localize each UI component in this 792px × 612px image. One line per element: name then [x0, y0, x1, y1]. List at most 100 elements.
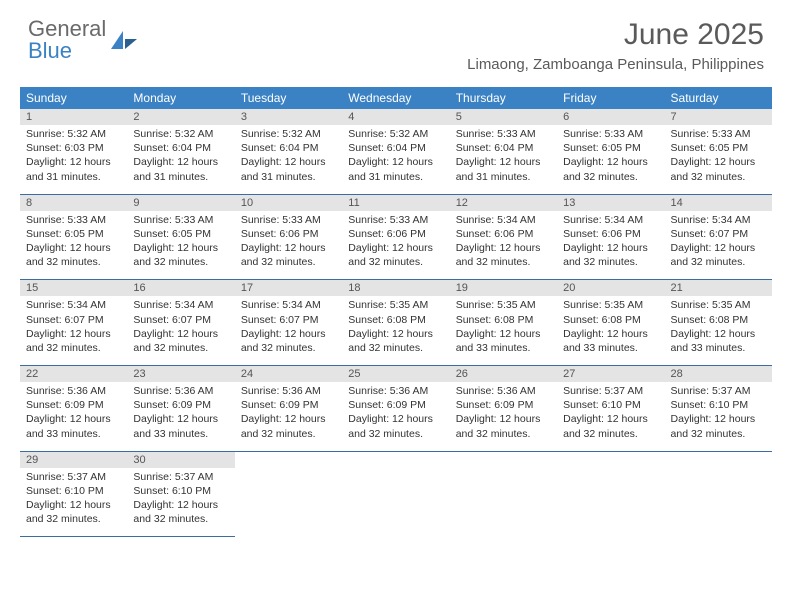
day-details: Sunrise: 5:34 AMSunset: 6:07 PMDaylight:… — [665, 211, 772, 280]
day-number: 6 — [557, 109, 664, 125]
calendar-cell: 20Sunrise: 5:35 AMSunset: 6:08 PMDayligh… — [557, 280, 664, 366]
calendar-week-row: 29Sunrise: 5:37 AMSunset: 6:10 PMDayligh… — [20, 451, 772, 537]
calendar-cell: 9Sunrise: 5:33 AMSunset: 6:05 PMDaylight… — [127, 194, 234, 280]
day-number: 18 — [342, 280, 449, 296]
day-details: Sunrise: 5:37 AMSunset: 6:10 PMDaylight:… — [665, 382, 772, 451]
calendar-cell: 12Sunrise: 5:34 AMSunset: 6:06 PMDayligh… — [450, 194, 557, 280]
day-number: 19 — [450, 280, 557, 296]
calendar-cell: 22Sunrise: 5:36 AMSunset: 6:09 PMDayligh… — [20, 366, 127, 452]
day-number: 24 — [235, 366, 342, 382]
logo-text-2: Blue — [28, 38, 72, 63]
day-number: 15 — [20, 280, 127, 296]
calendar-cell: 5Sunrise: 5:33 AMSunset: 6:04 PMDaylight… — [450, 109, 557, 194]
day-details: Sunrise: 5:34 AMSunset: 6:06 PMDaylight:… — [450, 211, 557, 280]
day-number: 21 — [665, 280, 772, 296]
day-details: Sunrise: 5:36 AMSunset: 6:09 PMDaylight:… — [127, 382, 234, 451]
day-details: Sunrise: 5:32 AMSunset: 6:04 PMDaylight:… — [127, 125, 234, 194]
day-details: Sunrise: 5:37 AMSunset: 6:10 PMDaylight:… — [127, 468, 234, 537]
day-details: Sunrise: 5:34 AMSunset: 6:07 PMDaylight:… — [127, 296, 234, 365]
day-details: Sunrise: 5:35 AMSunset: 6:08 PMDaylight:… — [557, 296, 664, 365]
calendar-week-row: 1Sunrise: 5:32 AMSunset: 6:03 PMDaylight… — [20, 109, 772, 194]
weekday-header: Monday — [127, 87, 234, 109]
calendar-cell: 2Sunrise: 5:32 AMSunset: 6:04 PMDaylight… — [127, 109, 234, 194]
calendar-cell: 16Sunrise: 5:34 AMSunset: 6:07 PMDayligh… — [127, 280, 234, 366]
day-number: 30 — [127, 452, 234, 468]
calendar-table: SundayMondayTuesdayWednesdayThursdayFrid… — [20, 87, 772, 537]
calendar-cell: 24Sunrise: 5:36 AMSunset: 6:09 PMDayligh… — [235, 366, 342, 452]
day-number: 13 — [557, 195, 664, 211]
day-number: 27 — [557, 366, 664, 382]
calendar-cell: 3Sunrise: 5:32 AMSunset: 6:04 PMDaylight… — [235, 109, 342, 194]
calendar-cell: 19Sunrise: 5:35 AMSunset: 6:08 PMDayligh… — [450, 280, 557, 366]
calendar-cell: 1Sunrise: 5:32 AMSunset: 6:03 PMDaylight… — [20, 109, 127, 194]
weekday-header: Friday — [557, 87, 664, 109]
calendar-cell: 26Sunrise: 5:36 AMSunset: 6:09 PMDayligh… — [450, 366, 557, 452]
location: Limaong, Zamboanga Peninsula, Philippine… — [467, 56, 764, 73]
day-number: 16 — [127, 280, 234, 296]
day-number: 23 — [127, 366, 234, 382]
calendar-cell: .. — [342, 451, 449, 537]
day-number: 22 — [20, 366, 127, 382]
calendar-week-row: 15Sunrise: 5:34 AMSunset: 6:07 PMDayligh… — [20, 280, 772, 366]
day-details: Sunrise: 5:35 AMSunset: 6:08 PMDaylight:… — [450, 296, 557, 365]
day-details: Sunrise: 5:33 AMSunset: 6:05 PMDaylight:… — [127, 211, 234, 280]
logo-text: General Blue — [28, 18, 106, 62]
calendar-cell: 30Sunrise: 5:37 AMSunset: 6:10 PMDayligh… — [127, 451, 234, 537]
day-details: Sunrise: 5:36 AMSunset: 6:09 PMDaylight:… — [235, 382, 342, 451]
day-details: Sunrise: 5:33 AMSunset: 6:06 PMDaylight:… — [235, 211, 342, 280]
day-details: Sunrise: 5:32 AMSunset: 6:04 PMDaylight:… — [235, 125, 342, 194]
day-details: Sunrise: 5:37 AMSunset: 6:10 PMDaylight:… — [557, 382, 664, 451]
weekday-header: Saturday — [665, 87, 772, 109]
day-number: 28 — [665, 366, 772, 382]
day-number: 25 — [342, 366, 449, 382]
calendar-body: 1Sunrise: 5:32 AMSunset: 6:03 PMDaylight… — [20, 109, 772, 537]
logo-sail-icon — [109, 29, 139, 51]
calendar-cell: .. — [557, 451, 664, 537]
day-number: 20 — [557, 280, 664, 296]
calendar-cell: 7Sunrise: 5:33 AMSunset: 6:05 PMDaylight… — [665, 109, 772, 194]
calendar-cell: 18Sunrise: 5:35 AMSunset: 6:08 PMDayligh… — [342, 280, 449, 366]
day-number: 3 — [235, 109, 342, 125]
day-number: 8 — [20, 195, 127, 211]
day-details: Sunrise: 5:34 AMSunset: 6:06 PMDaylight:… — [557, 211, 664, 280]
day-details: Sunrise: 5:34 AMSunset: 6:07 PMDaylight:… — [235, 296, 342, 365]
day-details: Sunrise: 5:33 AMSunset: 6:05 PMDaylight:… — [557, 125, 664, 194]
day-details: Sunrise: 5:37 AMSunset: 6:10 PMDaylight:… — [20, 468, 127, 537]
day-details: Sunrise: 5:36 AMSunset: 6:09 PMDaylight:… — [450, 382, 557, 451]
weekday-header: Sunday — [20, 87, 127, 109]
day-details: Sunrise: 5:34 AMSunset: 6:07 PMDaylight:… — [20, 296, 127, 365]
calendar-cell: 14Sunrise: 5:34 AMSunset: 6:07 PMDayligh… — [665, 194, 772, 280]
calendar-cell: 15Sunrise: 5:34 AMSunset: 6:07 PMDayligh… — [20, 280, 127, 366]
day-details: Sunrise: 5:33 AMSunset: 6:05 PMDaylight:… — [665, 125, 772, 194]
day-number: 7 — [665, 109, 772, 125]
day-number: 12 — [450, 195, 557, 211]
calendar-header-row: SundayMondayTuesdayWednesdayThursdayFrid… — [20, 87, 772, 109]
day-number: 2 — [127, 109, 234, 125]
day-details: Sunrise: 5:33 AMSunset: 6:05 PMDaylight:… — [20, 211, 127, 280]
day-details: Sunrise: 5:35 AMSunset: 6:08 PMDaylight:… — [665, 296, 772, 365]
calendar-cell: 8Sunrise: 5:33 AMSunset: 6:05 PMDaylight… — [20, 194, 127, 280]
day-details: Sunrise: 5:35 AMSunset: 6:08 PMDaylight:… — [342, 296, 449, 365]
day-number: 5 — [450, 109, 557, 125]
day-number: 26 — [450, 366, 557, 382]
day-number: 14 — [665, 195, 772, 211]
day-number: 9 — [127, 195, 234, 211]
calendar-cell: 21Sunrise: 5:35 AMSunset: 6:08 PMDayligh… — [665, 280, 772, 366]
calendar-week-row: 22Sunrise: 5:36 AMSunset: 6:09 PMDayligh… — [20, 366, 772, 452]
header: General Blue June 2025 Limaong, Zamboang… — [0, 0, 792, 81]
day-details: Sunrise: 5:36 AMSunset: 6:09 PMDaylight:… — [342, 382, 449, 451]
day-number: 4 — [342, 109, 449, 125]
calendar-cell: 13Sunrise: 5:34 AMSunset: 6:06 PMDayligh… — [557, 194, 664, 280]
calendar-cell: 29Sunrise: 5:37 AMSunset: 6:10 PMDayligh… — [20, 451, 127, 537]
calendar-cell: 17Sunrise: 5:34 AMSunset: 6:07 PMDayligh… — [235, 280, 342, 366]
calendar-cell: 6Sunrise: 5:33 AMSunset: 6:05 PMDaylight… — [557, 109, 664, 194]
day-details: Sunrise: 5:36 AMSunset: 6:09 PMDaylight:… — [20, 382, 127, 451]
weekday-header: Tuesday — [235, 87, 342, 109]
day-details: Sunrise: 5:32 AMSunset: 6:04 PMDaylight:… — [342, 125, 449, 194]
day-number: 29 — [20, 452, 127, 468]
calendar-cell: .. — [450, 451, 557, 537]
calendar-cell: 10Sunrise: 5:33 AMSunset: 6:06 PMDayligh… — [235, 194, 342, 280]
calendar-cell: .. — [665, 451, 772, 537]
calendar-week-row: 8Sunrise: 5:33 AMSunset: 6:05 PMDaylight… — [20, 194, 772, 280]
calendar-cell: 25Sunrise: 5:36 AMSunset: 6:09 PMDayligh… — [342, 366, 449, 452]
